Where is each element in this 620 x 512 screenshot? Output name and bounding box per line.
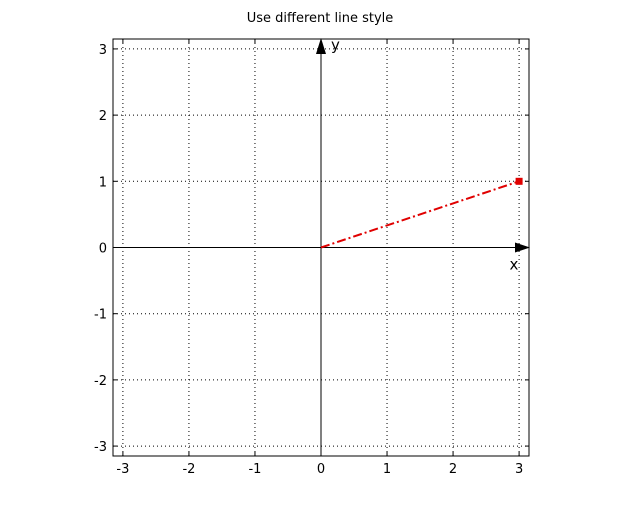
series-0-end-marker: [515, 177, 523, 185]
x-tick-label-2: -1: [248, 462, 261, 477]
x-tick-labels: -3 -2 -1 0 1 2 3: [116, 462, 523, 477]
y-tick-label-2: -1: [94, 308, 107, 323]
x-axis-label: x: [510, 256, 519, 274]
x-tick-label-5: 2: [449, 462, 457, 477]
x-tick-label-1: -2: [182, 462, 195, 477]
y-axis-arrow: [316, 38, 326, 54]
y-tick-label-1: -2: [94, 374, 107, 389]
series-0-line: [320, 180, 520, 249]
y-tick-label-0: -3: [94, 440, 107, 455]
x-axis-arrow: [515, 242, 530, 253]
series-layer: [320, 177, 523, 249]
center-axes: [113, 38, 530, 456]
y-tick-label-6: 3: [99, 43, 107, 58]
y-tick-labels: -3 -2 -1 0 1 2 3: [94, 43, 107, 455]
x-tick-label-6: 3: [515, 462, 523, 477]
chart-title: Use different line style: [247, 11, 394, 26]
x-tick-label-0: -3: [116, 462, 129, 477]
x-tick-label-4: 1: [383, 462, 391, 477]
y-tick-label-3: 0: [99, 242, 107, 257]
x-tick-label-3: 0: [317, 462, 325, 477]
y-axis-label: y: [331, 36, 340, 54]
y-tick-label-4: 1: [99, 175, 107, 190]
y-tick-label-5: 2: [99, 109, 107, 124]
